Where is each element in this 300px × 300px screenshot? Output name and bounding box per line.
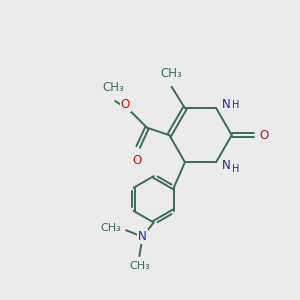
Text: O: O [121,98,130,111]
Text: N: N [138,230,147,243]
Text: CH₃: CH₃ [100,223,121,233]
Text: O: O [132,154,141,166]
Text: N: N [221,159,230,172]
Text: CH₃: CH₃ [129,261,150,272]
Text: CH₃: CH₃ [103,81,124,94]
Text: O: O [260,129,268,142]
Text: CH₃: CH₃ [161,67,182,80]
Text: H: H [232,164,239,174]
Text: N: N [221,98,230,111]
Text: H: H [232,100,239,110]
